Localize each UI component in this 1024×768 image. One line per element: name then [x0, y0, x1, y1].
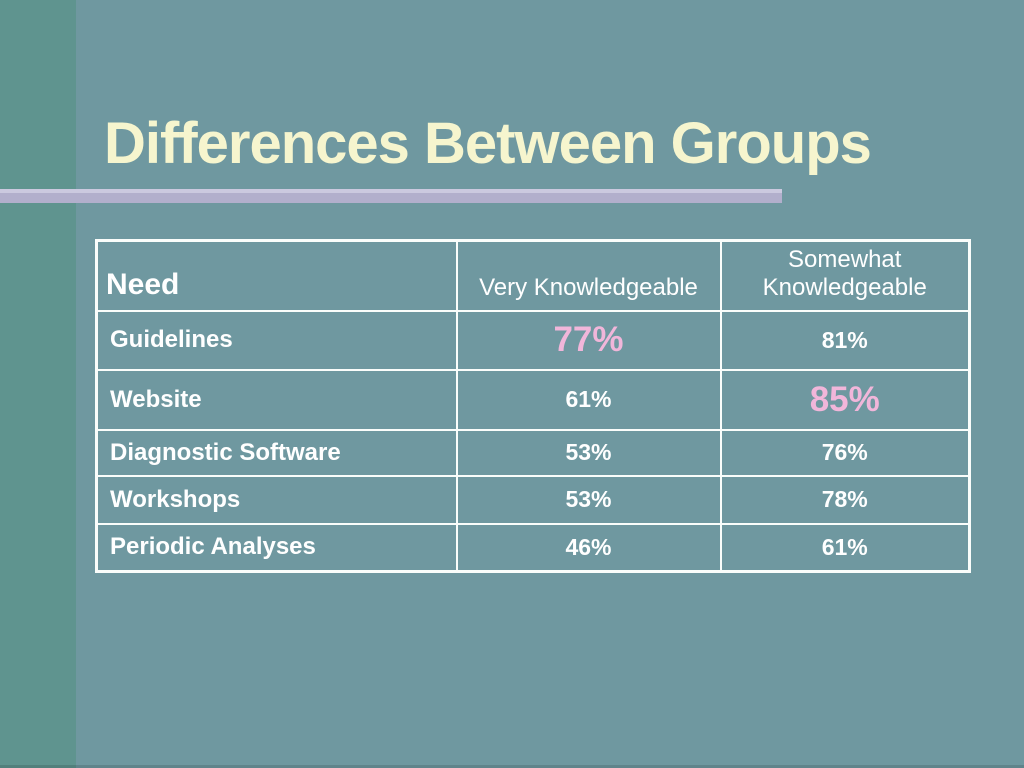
table-row: Workshops 53% 78% [95, 474, 971, 525]
row-label-workshops: Workshops [95, 474, 458, 525]
slide-title: Differences Between Groups [104, 111, 872, 176]
cell-periodic-somewhat: 61% [719, 522, 971, 573]
table-row: Guidelines 77% 81% [95, 309, 971, 371]
cell-guidelines-somewhat: 81% [719, 309, 971, 371]
cell-diagnostic-somewhat: 76% [719, 428, 971, 477]
cell-workshops-somewhat: 78% [719, 474, 971, 525]
title-divider-bar [0, 189, 782, 203]
table-row: Diagnostic Software 53% 76% [95, 428, 971, 477]
row-label-website: Website [95, 368, 458, 431]
cell-workshops-very: 53% [455, 474, 722, 525]
cell-diagnostic-very: 53% [455, 428, 722, 477]
data-table-container: Need Very Knowledgeable Somewhat Knowled… [95, 239, 971, 573]
table-row: Website 61% 85% [95, 368, 971, 431]
cell-website-somewhat: 85% [719, 368, 971, 431]
cell-website-very: 61% [455, 368, 722, 431]
table-row: Periodic Analyses 46% 61% [95, 522, 971, 573]
cell-periodic-very: 46% [455, 522, 722, 573]
row-label-guidelines: Guidelines [95, 309, 458, 371]
data-table: Need Very Knowledgeable Somewhat Knowled… [95, 239, 971, 573]
left-accent-strip [0, 0, 76, 768]
cell-guidelines-very: 77% [455, 309, 722, 371]
header-need: Need [95, 239, 458, 312]
row-label-periodic-analyses: Periodic Analyses [95, 522, 458, 573]
header-very-knowledgeable: Very Knowledgeable [455, 239, 722, 312]
table-header-row: Need Very Knowledgeable Somewhat Knowled… [95, 239, 971, 312]
header-somewhat-knowledgeable: Somewhat Knowledgeable [719, 239, 971, 312]
bottom-edge-shadow [0, 765, 1024, 768]
row-label-diagnostic-software: Diagnostic Software [95, 428, 458, 477]
